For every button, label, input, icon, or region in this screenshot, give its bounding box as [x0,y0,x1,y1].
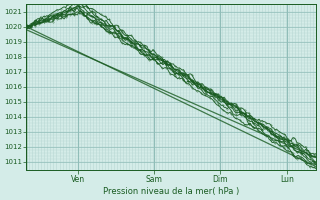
X-axis label: Pression niveau de la mer( hPa ): Pression niveau de la mer( hPa ) [103,187,239,196]
